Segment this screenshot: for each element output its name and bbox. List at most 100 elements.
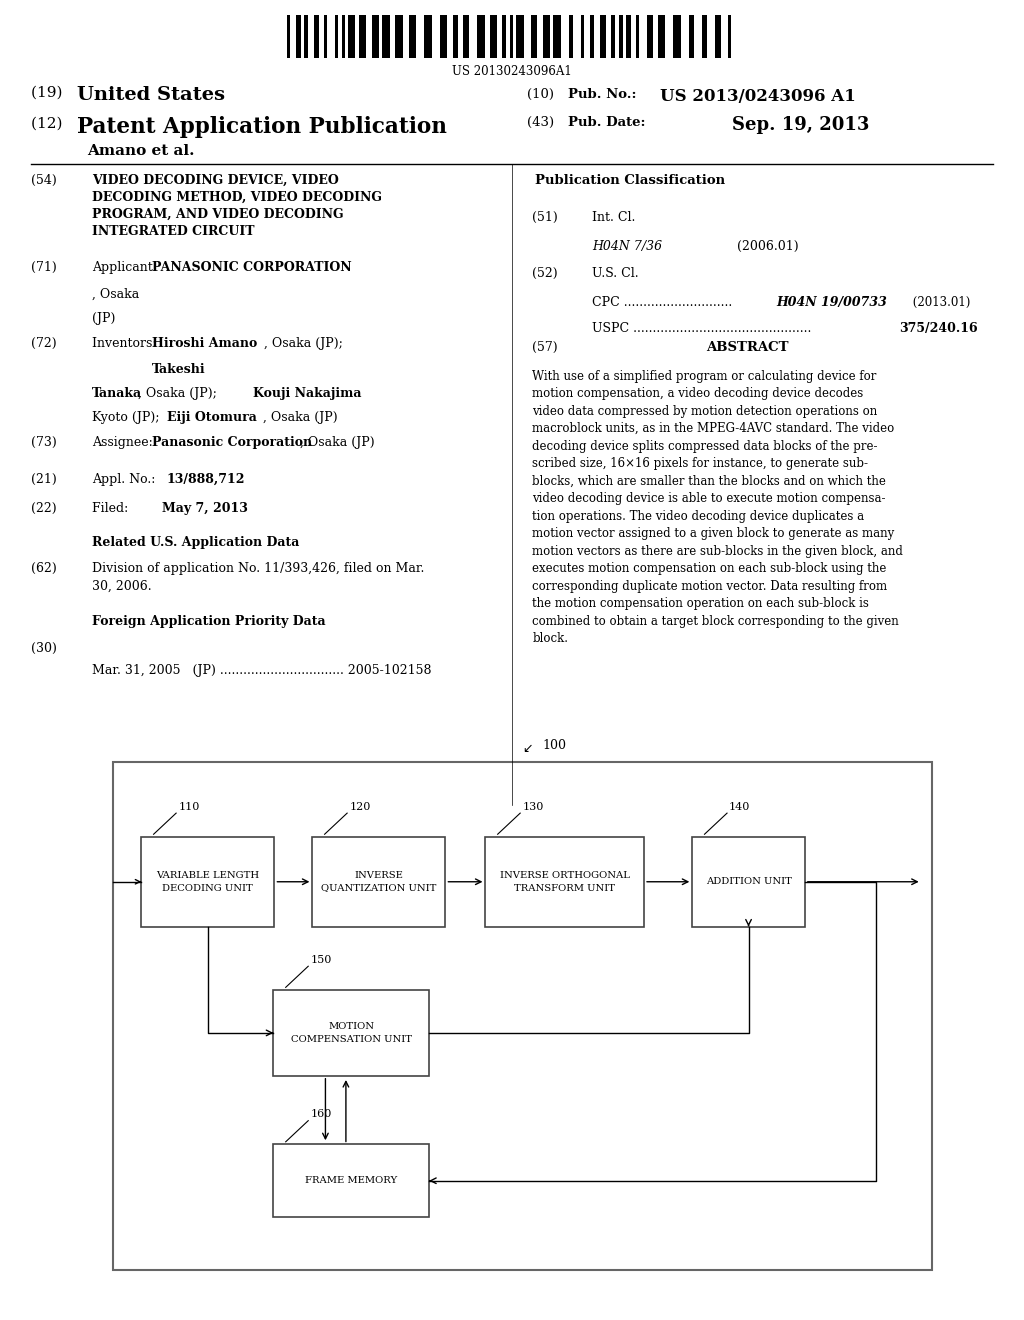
Text: U.S. Cl.: U.S. Cl. bbox=[592, 267, 639, 280]
Bar bbox=[335, 15, 338, 58]
Text: H04N 7/36: H04N 7/36 bbox=[592, 240, 662, 253]
Text: United States: United States bbox=[77, 86, 225, 104]
Bar bbox=[342, 15, 345, 58]
Bar bbox=[296, 15, 301, 58]
Bar bbox=[611, 15, 614, 58]
Bar bbox=[359, 15, 366, 58]
Text: , Osaka (JP);: , Osaka (JP); bbox=[138, 387, 221, 400]
Bar bbox=[273, 990, 429, 1076]
Text: Pub. Date:: Pub. Date: bbox=[568, 116, 646, 129]
Bar bbox=[382, 15, 390, 58]
Bar bbox=[673, 15, 681, 58]
Text: Mar. 31, 2005   (JP) ................................ 2005-102158: Mar. 31, 2005 (JP) .....................… bbox=[92, 664, 432, 677]
Text: Publication Classification: Publication Classification bbox=[535, 174, 725, 187]
Text: VIDEO DECODING DEVICE, VIDEO
DECODING METHOD, VIDEO DECODING
PROGRAM, AND VIDEO : VIDEO DECODING DEVICE, VIDEO DECODING ME… bbox=[92, 174, 382, 238]
Text: Division of application No. 11/393,426, filed on Mar.
30, 2006.: Division of application No. 11/393,426, … bbox=[92, 562, 425, 593]
Text: Eiji Otomura: Eiji Otomura bbox=[167, 411, 257, 424]
Text: 130: 130 bbox=[522, 801, 544, 812]
Text: 150: 150 bbox=[310, 954, 332, 965]
Bar bbox=[348, 15, 354, 58]
Bar bbox=[692, 837, 805, 927]
Text: (JP): (JP) bbox=[92, 312, 116, 325]
Bar bbox=[141, 837, 274, 927]
Text: INVERSE ORTHOGONAL
TRANSFORM UNIT: INVERSE ORTHOGONAL TRANSFORM UNIT bbox=[500, 871, 630, 892]
Text: (72): (72) bbox=[31, 337, 56, 350]
Bar bbox=[410, 15, 416, 58]
Bar bbox=[620, 15, 623, 58]
Text: Foreign Application Priority Data: Foreign Application Priority Data bbox=[92, 615, 326, 628]
Text: (57): (57) bbox=[532, 341, 558, 354]
Text: Patent Application Publication: Patent Application Publication bbox=[77, 116, 446, 139]
Text: (52): (52) bbox=[532, 267, 558, 280]
Bar bbox=[626, 15, 631, 58]
Bar bbox=[544, 15, 550, 58]
Bar bbox=[516, 15, 524, 58]
Text: Kouji Nakajima: Kouji Nakajima bbox=[253, 387, 361, 400]
Text: (43): (43) bbox=[527, 116, 559, 129]
Bar bbox=[689, 15, 693, 58]
Bar bbox=[502, 15, 506, 58]
Text: (30): (30) bbox=[31, 642, 56, 655]
Text: 140: 140 bbox=[729, 801, 751, 812]
Bar bbox=[658, 15, 665, 58]
Text: ADDITION UNIT: ADDITION UNIT bbox=[706, 878, 792, 886]
Text: Applicant:: Applicant: bbox=[92, 261, 161, 275]
Text: Inventors:: Inventors: bbox=[92, 337, 161, 350]
Bar bbox=[463, 15, 469, 58]
Bar bbox=[590, 15, 594, 58]
Bar bbox=[314, 15, 319, 58]
Bar bbox=[715, 15, 721, 58]
Text: 110: 110 bbox=[178, 801, 200, 812]
Text: INVERSE
QUANTIZATION UNIT: INVERSE QUANTIZATION UNIT bbox=[322, 871, 436, 892]
Text: Filed:: Filed: bbox=[92, 502, 161, 515]
Text: , Osaka: , Osaka bbox=[92, 288, 139, 301]
Text: May 7, 2013: May 7, 2013 bbox=[162, 502, 248, 515]
Bar bbox=[273, 1144, 429, 1217]
Text: (2013.01): (2013.01) bbox=[909, 296, 971, 309]
Text: Related U.S. Application Data: Related U.S. Application Data bbox=[92, 536, 300, 549]
Text: Assignee:: Assignee: bbox=[92, 436, 157, 449]
Bar bbox=[636, 15, 639, 58]
Text: H04N 19/00733: H04N 19/00733 bbox=[776, 296, 887, 309]
Text: US 2013/0243096 A1: US 2013/0243096 A1 bbox=[660, 88, 856, 106]
Text: (51): (51) bbox=[532, 211, 558, 224]
Bar bbox=[600, 15, 606, 58]
Bar bbox=[324, 15, 327, 58]
Text: Pub. No.:: Pub. No.: bbox=[568, 88, 637, 102]
Bar bbox=[530, 15, 537, 58]
Text: Hiroshi Amano: Hiroshi Amano bbox=[152, 337, 257, 350]
Bar bbox=[287, 15, 290, 58]
Text: Int. Cl.: Int. Cl. bbox=[592, 211, 635, 224]
Text: (22): (22) bbox=[31, 502, 56, 515]
Text: VARIABLE LENGTH
DECODING UNIT: VARIABLE LENGTH DECODING UNIT bbox=[157, 871, 259, 892]
Text: (12): (12) bbox=[31, 116, 68, 131]
Text: Amano et al.: Amano et al. bbox=[87, 144, 195, 158]
Text: 375/240.16: 375/240.16 bbox=[899, 322, 978, 335]
Bar bbox=[373, 15, 379, 58]
Text: (21): (21) bbox=[31, 473, 56, 486]
Text: 100: 100 bbox=[543, 739, 566, 752]
Text: US 20130243096A1: US 20130243096A1 bbox=[453, 65, 571, 78]
Text: 13/888,712: 13/888,712 bbox=[167, 473, 246, 486]
Text: Takeshi: Takeshi bbox=[152, 363, 205, 376]
Text: , Osaka (JP): , Osaka (JP) bbox=[300, 436, 375, 449]
Bar bbox=[304, 15, 308, 58]
Bar bbox=[440, 15, 446, 58]
Bar bbox=[312, 837, 445, 927]
Bar bbox=[701, 15, 707, 58]
Bar bbox=[510, 15, 513, 58]
Text: PANASONIC CORPORATION: PANASONIC CORPORATION bbox=[152, 261, 351, 275]
Text: FRAME MEMORY: FRAME MEMORY bbox=[305, 1176, 397, 1185]
Bar bbox=[424, 15, 432, 58]
Bar bbox=[477, 15, 485, 58]
Bar bbox=[647, 15, 653, 58]
Text: (71): (71) bbox=[31, 261, 56, 275]
Bar bbox=[490, 15, 497, 58]
Text: ABSTRACT: ABSTRACT bbox=[707, 341, 788, 354]
Bar bbox=[485, 837, 644, 927]
Text: Tanaka: Tanaka bbox=[92, 387, 142, 400]
Text: ↙: ↙ bbox=[522, 742, 532, 755]
Text: Appl. No.:: Appl. No.: bbox=[92, 473, 160, 486]
Text: CPC ............................: CPC ............................ bbox=[592, 296, 732, 309]
Bar bbox=[395, 15, 403, 58]
